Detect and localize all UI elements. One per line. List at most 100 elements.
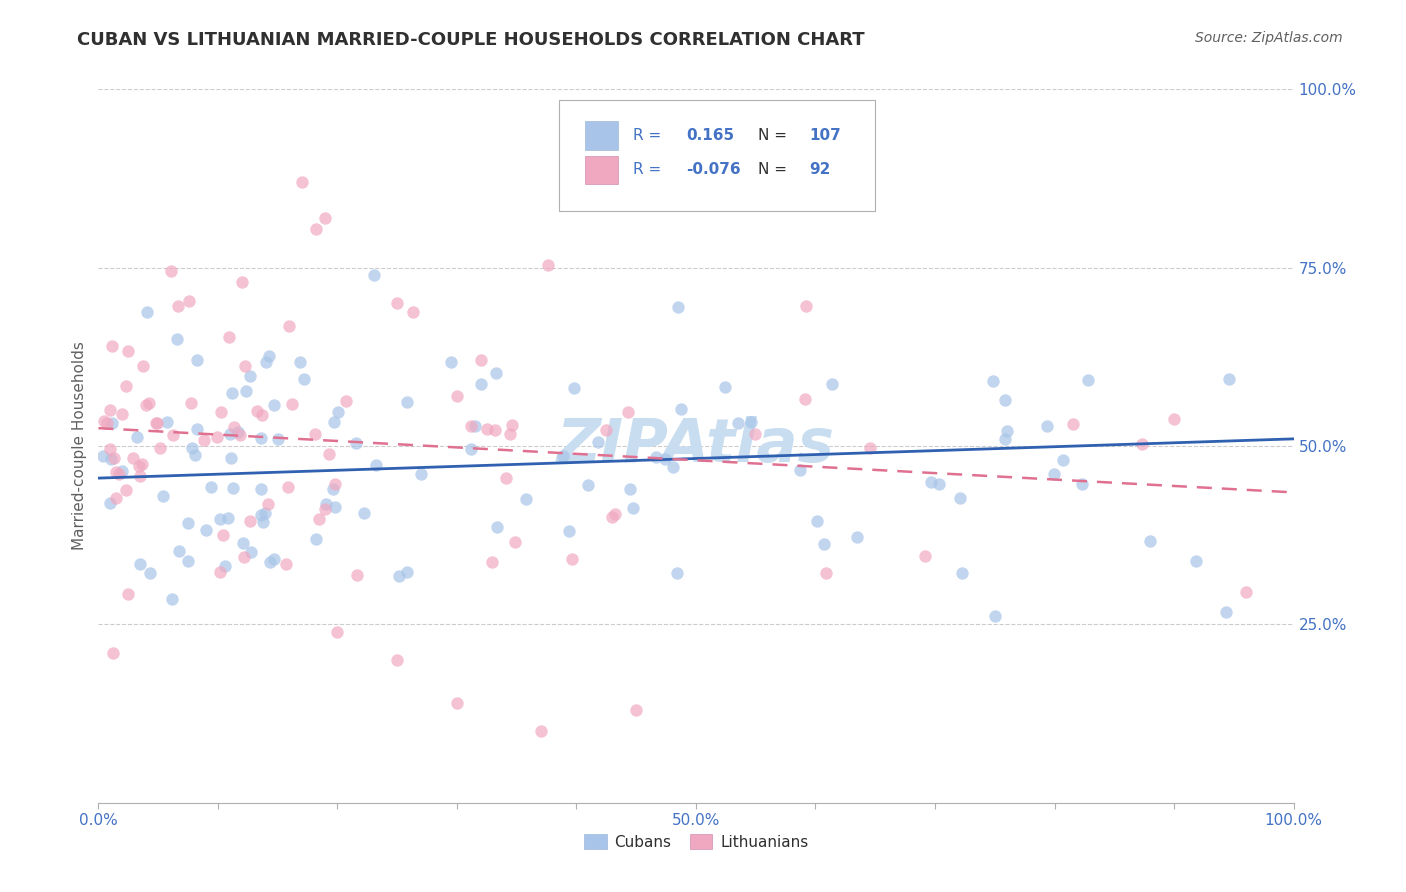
- Point: [470, 377, 492, 392]
- Point: [315, 497, 337, 511]
- Point: [169, 544, 191, 558]
- Point: [219, 451, 242, 466]
- Point: [240, 545, 263, 559]
- Point: [617, 405, 640, 419]
- Point: [179, 294, 201, 309]
- Point: [291, 175, 314, 189]
- Point: [1130, 436, 1153, 450]
- Point: [254, 355, 277, 369]
- FancyBboxPatch shape: [585, 121, 619, 150]
- Point: [440, 354, 463, 368]
- Text: ZIPAtlas: ZIPAtlas: [557, 417, 835, 475]
- Point: [259, 555, 281, 569]
- Point: [323, 500, 346, 515]
- Point: [530, 724, 553, 739]
- Point: [484, 423, 506, 437]
- Text: CUBAN VS LITHUANIAN MARRIED-COUPLE HOUSEHOLDS CORRELATION CHART: CUBAN VS LITHUANIAN MARRIED-COUPLE HOUSE…: [77, 31, 865, 49]
- Point: [1036, 418, 1059, 433]
- Point: [239, 369, 262, 384]
- Point: [111, 464, 134, 478]
- Text: 107: 107: [810, 128, 841, 143]
- Point: [104, 491, 127, 506]
- Point: [558, 524, 581, 538]
- Point: [184, 448, 207, 462]
- Point: [217, 510, 239, 524]
- Point: [794, 299, 817, 313]
- Point: [218, 427, 240, 442]
- Point: [395, 395, 418, 409]
- Point: [254, 506, 277, 520]
- Point: [274, 557, 297, 571]
- Point: [288, 355, 311, 369]
- Point: [323, 415, 346, 429]
- Point: [292, 372, 315, 386]
- Point: [103, 646, 125, 660]
- Point: [460, 442, 482, 456]
- Point: [145, 417, 167, 431]
- Point: [1185, 554, 1208, 568]
- Point: [278, 319, 301, 334]
- Point: [263, 398, 285, 412]
- Point: [93, 414, 115, 428]
- Point: [644, 450, 666, 465]
- Point: [994, 393, 1017, 408]
- Point: [315, 211, 337, 225]
- Point: [789, 463, 811, 477]
- Point: [346, 567, 368, 582]
- Point: [564, 381, 586, 395]
- Point: [619, 482, 641, 496]
- Point: [139, 566, 162, 581]
- Point: [318, 447, 340, 461]
- Point: [122, 451, 145, 466]
- Point: [499, 427, 522, 442]
- FancyBboxPatch shape: [558, 100, 876, 211]
- Point: [250, 431, 273, 445]
- Point: [160, 592, 183, 607]
- Point: [218, 330, 240, 344]
- Point: [385, 653, 409, 667]
- Point: [503, 534, 526, 549]
- Point: [263, 551, 285, 566]
- Point: [186, 422, 208, 436]
- Point: [928, 477, 950, 491]
- Point: [626, 703, 648, 717]
- Point: [209, 405, 232, 419]
- Point: [1062, 417, 1084, 432]
- Point: [994, 432, 1017, 446]
- Point: [252, 515, 274, 529]
- Point: [920, 475, 942, 489]
- Point: [1215, 605, 1237, 619]
- Point: [267, 432, 290, 446]
- Point: [211, 528, 233, 542]
- Point: [200, 480, 222, 494]
- Point: [588, 435, 610, 450]
- Point: [553, 449, 575, 463]
- Point: [167, 299, 190, 313]
- Point: [602, 510, 624, 524]
- Point: [128, 459, 150, 474]
- Point: [96, 417, 118, 431]
- Text: N =: N =: [758, 162, 787, 178]
- Text: Source: ZipAtlas.com: Source: ZipAtlas.com: [1195, 31, 1343, 45]
- Point: [186, 353, 208, 368]
- Point: [280, 397, 302, 411]
- Point: [146, 416, 169, 430]
- Point: [135, 304, 157, 318]
- Point: [576, 478, 599, 492]
- Point: [401, 305, 423, 319]
- Point: [446, 389, 468, 403]
- Point: [411, 467, 433, 481]
- Point: [1218, 372, 1240, 386]
- Point: [740, 415, 762, 429]
- Point: [101, 417, 124, 431]
- Point: [135, 398, 157, 412]
- Point: [446, 696, 468, 710]
- Text: N =: N =: [758, 128, 787, 143]
- Point: [214, 559, 236, 574]
- Point: [654, 452, 676, 467]
- Point: [353, 506, 375, 520]
- Point: [181, 441, 204, 455]
- Point: [104, 465, 127, 479]
- Point: [821, 377, 844, 392]
- Point: [232, 550, 254, 565]
